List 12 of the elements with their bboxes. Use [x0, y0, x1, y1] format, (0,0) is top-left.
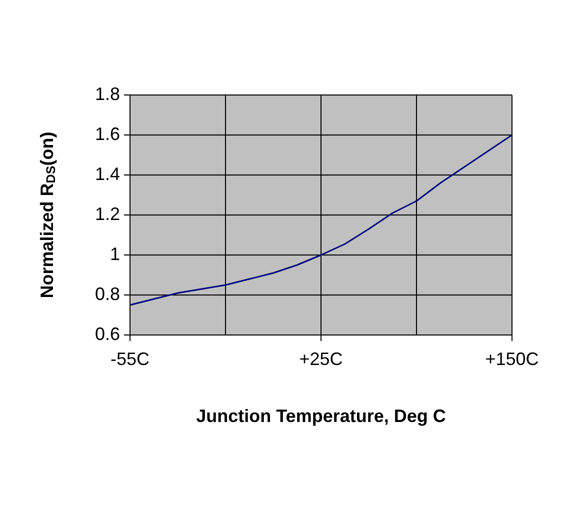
- y-tick-label: 1.8: [94, 84, 120, 104]
- y-tick-label: 1: [110, 244, 120, 264]
- x-axis-title: Junction Temperature, Deg C: [196, 406, 446, 426]
- y-tick-label: 0.6: [94, 324, 120, 344]
- y-tick-label: 1.6: [94, 124, 120, 144]
- x-tick-label: -55C: [110, 348, 150, 369]
- x-tick-label: +25C: [299, 348, 343, 369]
- y-tick-label: 1.4: [94, 164, 120, 184]
- y-tick-label: 1.2: [94, 204, 120, 224]
- y-tick-label: 0.8: [94, 284, 120, 304]
- x-tick-label: +150C: [485, 348, 539, 369]
- y-axis-title: Normalized RDS(on): [36, 132, 58, 298]
